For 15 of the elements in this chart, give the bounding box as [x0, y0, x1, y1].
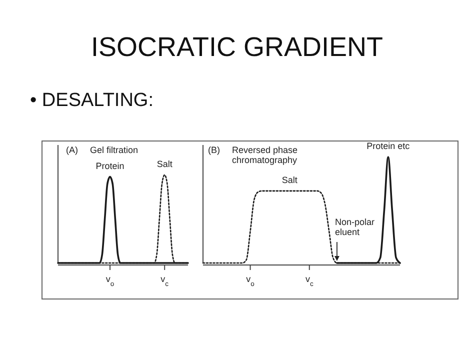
text: ISOCRATIC GRADIENT: [90, 32, 384, 62]
text: (B): [208, 145, 220, 155]
x-tick-label: v$_{c}$: [160, 274, 170, 288]
chart-title: Reversed phase chromatography: [232, 145, 298, 165]
x-tick-label: v$_{o}$: [106, 274, 114, 288]
series-label: Salt: [156, 159, 173, 169]
annotation: Non-polar eluent: [334, 217, 374, 237]
text: • DESALTING:: [30, 90, 154, 111]
chart-title: Gel filtration: [90, 145, 138, 155]
series-label: Protein etc: [366, 141, 410, 151]
text: (A): [66, 145, 78, 155]
x-tick-label: v$_{o}$: [246, 274, 255, 288]
x-tick-label: v$_{c}$: [305, 274, 314, 288]
series-label: Salt: [282, 174, 298, 185]
series-label: Protein: [96, 160, 124, 171]
